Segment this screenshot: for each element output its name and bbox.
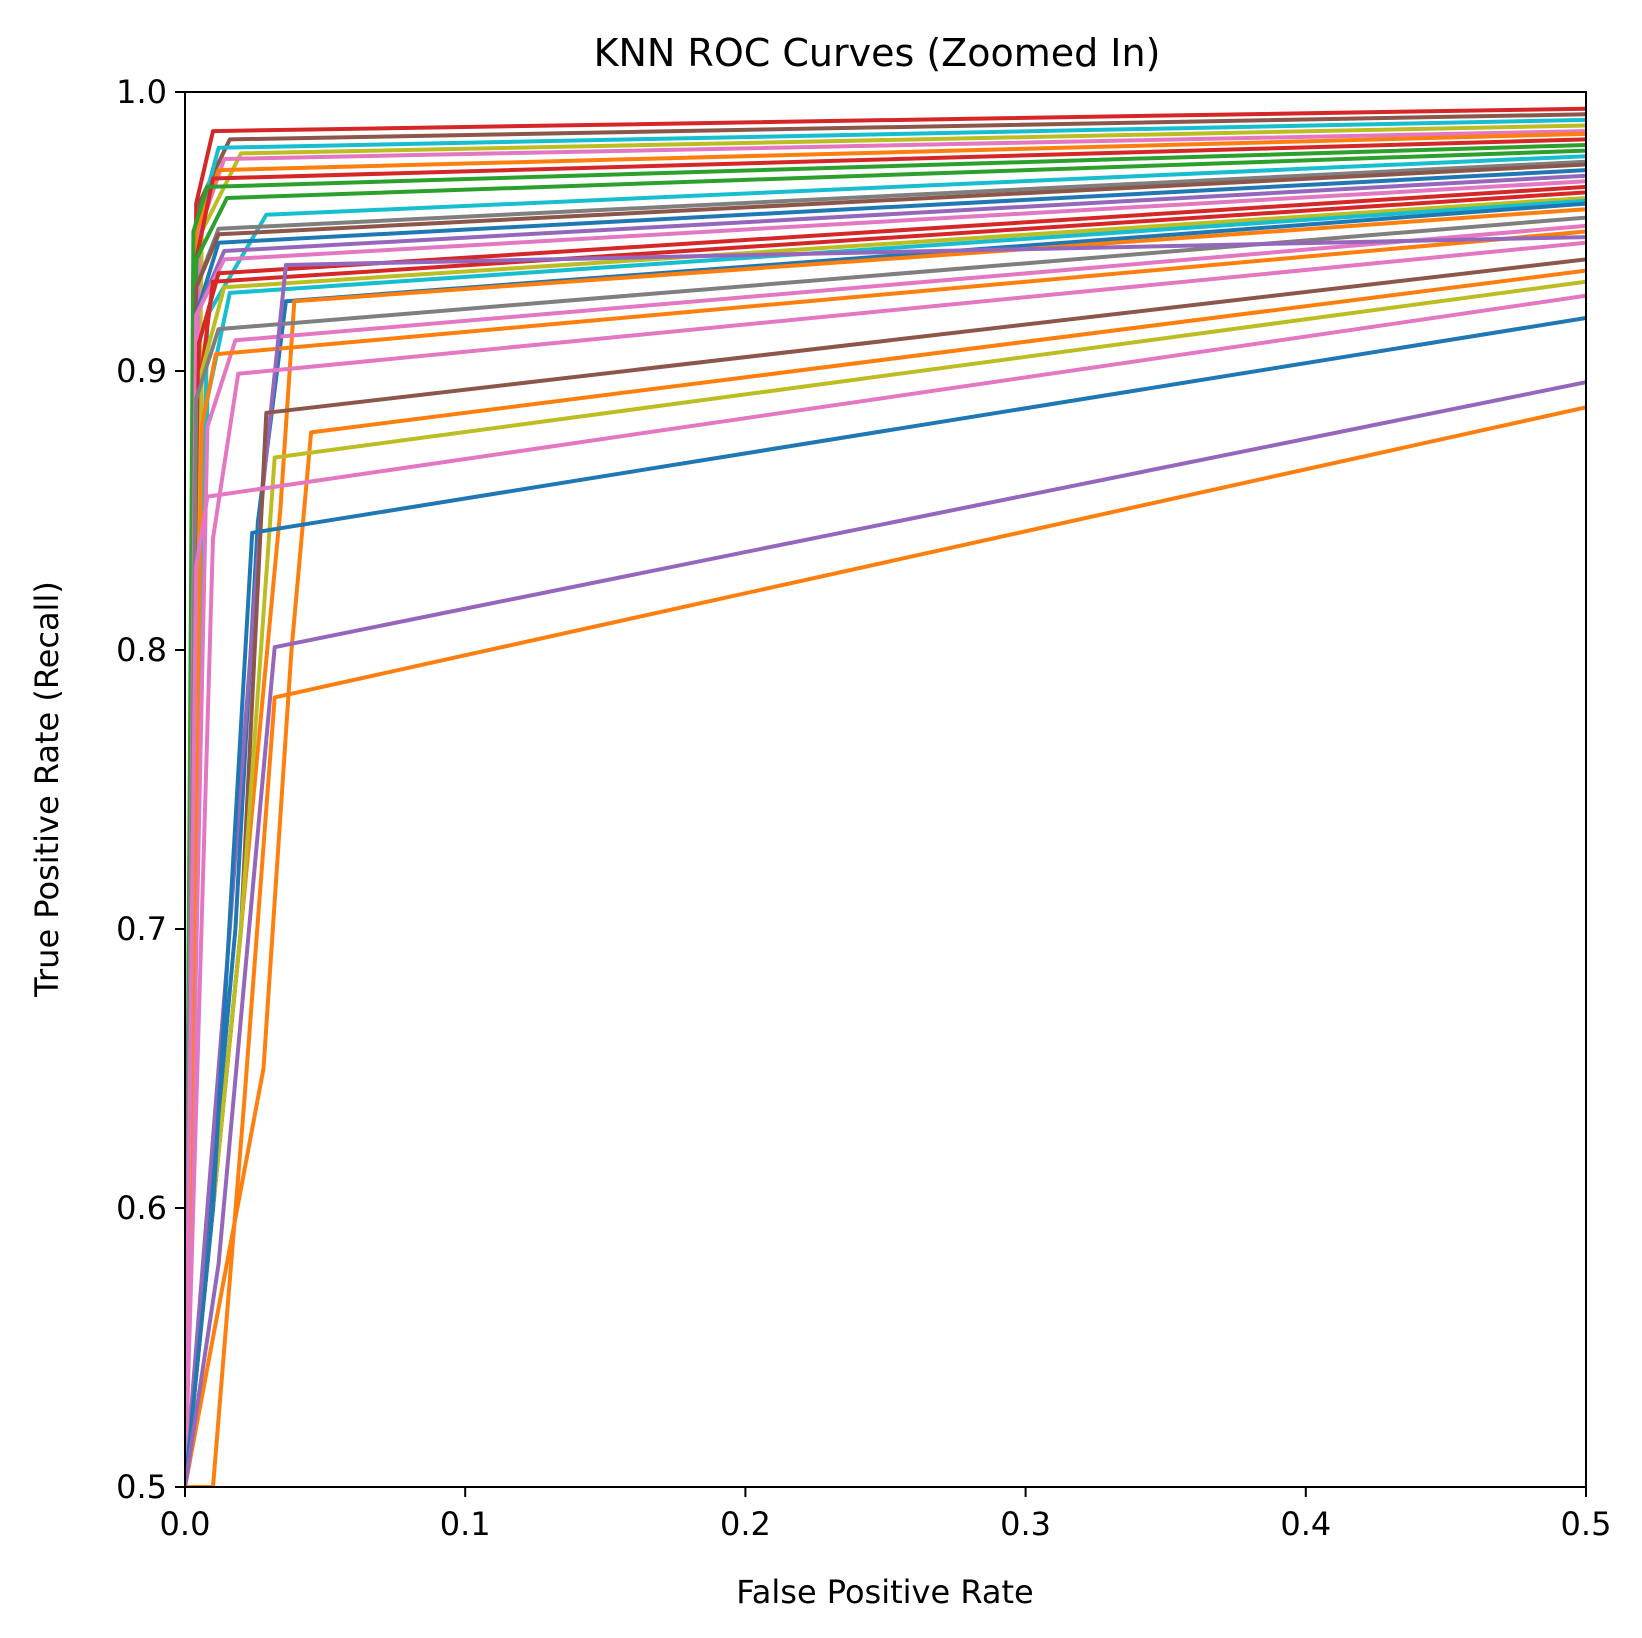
roc-curve-13 — [185, 168, 1586, 1487]
y-tick-label: 0.8 — [116, 631, 167, 669]
roc-curve-5 — [185, 129, 1586, 1487]
roc-curve-19 — [185, 198, 1586, 1487]
x-axis-label: False Positive Rate — [736, 1573, 1033, 1611]
roc-curve-10 — [185, 154, 1586, 1487]
roc-curve-26 — [185, 240, 1586, 1487]
series-group — [185, 106, 1586, 1487]
x-tick-label: 0.2 — [720, 1505, 771, 1543]
roc-curve-17 — [185, 190, 1586, 1487]
roc-curve-32 — [185, 380, 1586, 1487]
roc-curve-21 — [185, 207, 1586, 1487]
y-tick-label: 0.9 — [116, 352, 167, 390]
roc-curve-12 — [185, 162, 1586, 1487]
y-axis-label: True Positive Rate (Recall) — [28, 581, 66, 998]
roc-curve-27 — [185, 257, 1586, 1487]
x-tick-label: 0.5 — [1561, 1505, 1612, 1543]
y-tick-label: 1.0 — [116, 73, 167, 111]
roc-curve-29 — [185, 279, 1586, 1487]
x-tick-label: 0.0 — [160, 1505, 211, 1543]
roc-curve-18 — [185, 196, 1586, 1487]
x-tick-label: 0.1 — [440, 1505, 491, 1543]
roc-curve-4 — [185, 123, 1586, 1487]
y-tick-label: 0.6 — [116, 1189, 167, 1227]
roc-curve-14 — [185, 173, 1586, 1487]
roc-curve-2 — [185, 112, 1586, 1487]
y-axis: 0.5 0.6 0.7 0.8 0.9 1.0 — [116, 73, 185, 1506]
plot-frame — [184, 91, 1587, 1488]
roc-curve-23 — [185, 223, 1586, 1487]
y-tick-label: 0.7 — [116, 910, 167, 948]
y-tick-label: 0.5 — [116, 1468, 167, 1506]
roc-curve-31 — [185, 316, 1586, 1487]
x-tick-label: 0.3 — [1000, 1505, 1051, 1543]
roc-curve-22 — [185, 215, 1586, 1487]
roc-curve-33 — [185, 405, 1586, 1487]
roc-curve-16 — [185, 184, 1586, 1487]
roc-curve-30 — [185, 293, 1586, 1487]
chart-title: KNN ROC Curves (Zoomed In) — [594, 31, 1161, 75]
roc-curve-8 — [185, 143, 1586, 1487]
x-tick-label: 0.4 — [1280, 1505, 1331, 1543]
x-axis: 0.0 0.1 0.2 0.3 0.4 0.5 — [160, 1487, 1612, 1543]
